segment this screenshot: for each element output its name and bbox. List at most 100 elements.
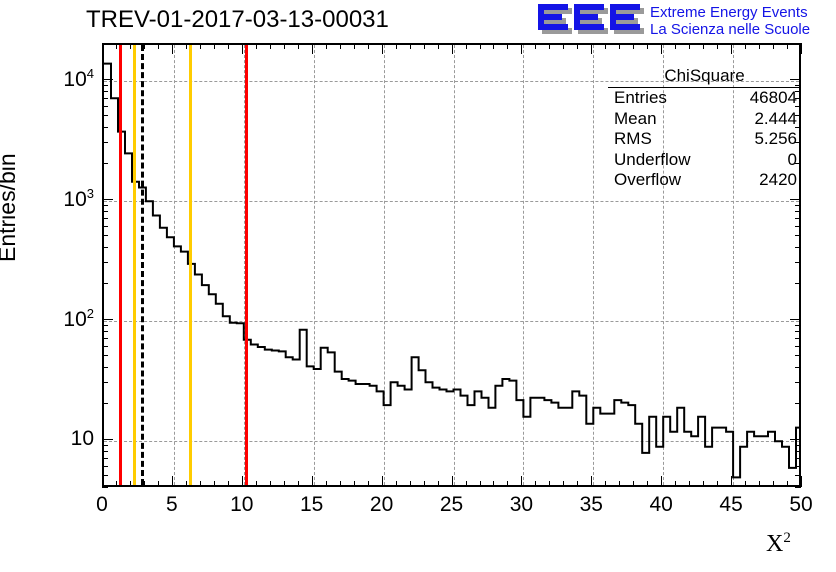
- y-axis-tick-right: [795, 475, 801, 477]
- x-axis-tick-top: [130, 43, 131, 49]
- x-axis-label: 35: [579, 493, 603, 516]
- x-axis-title-base: X: [766, 531, 784, 557]
- x-axis-tick-top: [479, 43, 481, 49]
- x-axis-tick: [661, 476, 663, 487]
- y-axis-tick-right: [795, 261, 801, 263]
- eee-logo-mark: [538, 4, 644, 34]
- x-axis-tick-top: [717, 43, 719, 49]
- x-axis-tick: [367, 481, 369, 487]
- y-axis-label: 104: [40, 66, 94, 92]
- y-axis-tick: [102, 439, 113, 441]
- x-axis-tick: [465, 481, 467, 487]
- x-axis-label: 10: [230, 493, 254, 516]
- x-axis-tick-top: [507, 43, 509, 49]
- x-gridline: [663, 45, 665, 485]
- y-gridline: [104, 81, 799, 83]
- y-axis-tick-right: [795, 403, 801, 405]
- x-axis-tick-top: [269, 43, 271, 49]
- y-axis-tick: [102, 465, 108, 467]
- stats-row-value: 0: [787, 149, 797, 169]
- y-axis-tick-right: [795, 141, 801, 143]
- x-axis-label: 45: [719, 493, 743, 516]
- y-axis-label-base: 10: [63, 68, 87, 92]
- x-axis-tick: [563, 481, 565, 487]
- y-axis-tick: [102, 261, 108, 263]
- x-axis-tick-top: [703, 43, 705, 49]
- x-axis-tick: [451, 476, 453, 487]
- x-axis-tick-top: [605, 43, 607, 49]
- x-gridline: [733, 45, 735, 485]
- x-axis-tick-top: [451, 43, 453, 54]
- x-axis-tick: [116, 481, 117, 487]
- x-gridline: [383, 45, 385, 485]
- x-axis-tick-top: [647, 43, 649, 49]
- x-axis-tick: [493, 481, 495, 487]
- y-axis-tick-right: [795, 43, 801, 44]
- x-axis-tick: [409, 481, 411, 487]
- x-axis-title: X2: [766, 530, 791, 558]
- x-axis-tick: [269, 481, 271, 487]
- x-axis-tick: [773, 481, 774, 487]
- y-axis-tick: [102, 199, 113, 201]
- y-axis-tick: [102, 450, 108, 452]
- x-axis-tick: [353, 481, 355, 487]
- y-axis-tick: [102, 345, 108, 347]
- x-axis-tick: [241, 476, 243, 487]
- y-axis-tick: [102, 79, 113, 81]
- x-axis-tick: [759, 481, 761, 487]
- y-axis-label-base: 10: [70, 427, 94, 451]
- x-axis-tick-top: [535, 43, 537, 49]
- y-axis-tick-right: [795, 367, 801, 368]
- mean-dashed-line: [141, 45, 144, 485]
- y-axis-tick: [102, 283, 108, 285]
- y-axis-tick: [102, 457, 108, 459]
- x-axis-label: 40: [649, 493, 673, 516]
- y-axis-tick-right: [795, 444, 801, 446]
- x-axis-tick-top: [283, 43, 285, 49]
- y-axis-tick: [102, 319, 113, 321]
- x-axis-tick: [255, 481, 257, 487]
- stats-row: RMS 5.256: [608, 129, 801, 150]
- y-axis-tick: [102, 235, 108, 237]
- y-axis-tick: [102, 141, 108, 143]
- y-axis-tick: [102, 84, 108, 86]
- y-axis-tick-right: [795, 126, 801, 128]
- y-axis-tick-right: [790, 79, 801, 81]
- y-gridline: [104, 201, 799, 203]
- cut-low-orange-line: [132, 45, 136, 485]
- x-axis-tick-top: [759, 43, 761, 49]
- y-axis-tick-right: [795, 283, 801, 285]
- y-axis-tick: [102, 382, 108, 383]
- x-axis-tick-top: [102, 43, 103, 54]
- y-axis-tick-right: [795, 97, 801, 99]
- x-axis-tick: [423, 481, 425, 487]
- x-axis-tick: [675, 481, 677, 487]
- x-axis-tick-top: [493, 43, 495, 49]
- x-axis-tick: [157, 481, 159, 487]
- y-axis-tick-right: [795, 105, 801, 107]
- x-axis-tick: [731, 476, 733, 487]
- x-axis-tick: [213, 481, 215, 487]
- y-axis-label-exponent: 3: [86, 186, 94, 202]
- y-axis-tick-right: [795, 115, 801, 117]
- x-axis-label: 0: [96, 493, 108, 516]
- stats-box-title: ChiSquare: [608, 66, 801, 88]
- y-axis-tick-right: [795, 163, 801, 164]
- x-axis-tick-top: [381, 43, 383, 54]
- x-axis-tick-top: [199, 43, 201, 49]
- x-axis-tick: [605, 481, 607, 487]
- y-axis-label: 103: [40, 186, 94, 212]
- x-axis-tick: [311, 476, 313, 487]
- x-axis-tick-top: [465, 43, 467, 49]
- x-axis-tick-top: [549, 43, 551, 49]
- page-title: TREV-01-2017-03-13-00031: [86, 6, 389, 33]
- y-axis-tick-right: [795, 324, 801, 326]
- x-axis-tick: [717, 481, 719, 487]
- y-axis-tick-right: [795, 204, 801, 206]
- y-axis-tick-right: [795, 330, 801, 332]
- y-axis-tick-right: [795, 465, 801, 467]
- y-axis-tick: [102, 225, 108, 227]
- x-gridline: [173, 45, 175, 485]
- x-axis-tick-top: [143, 43, 145, 49]
- y-axis-tick: [102, 204, 108, 206]
